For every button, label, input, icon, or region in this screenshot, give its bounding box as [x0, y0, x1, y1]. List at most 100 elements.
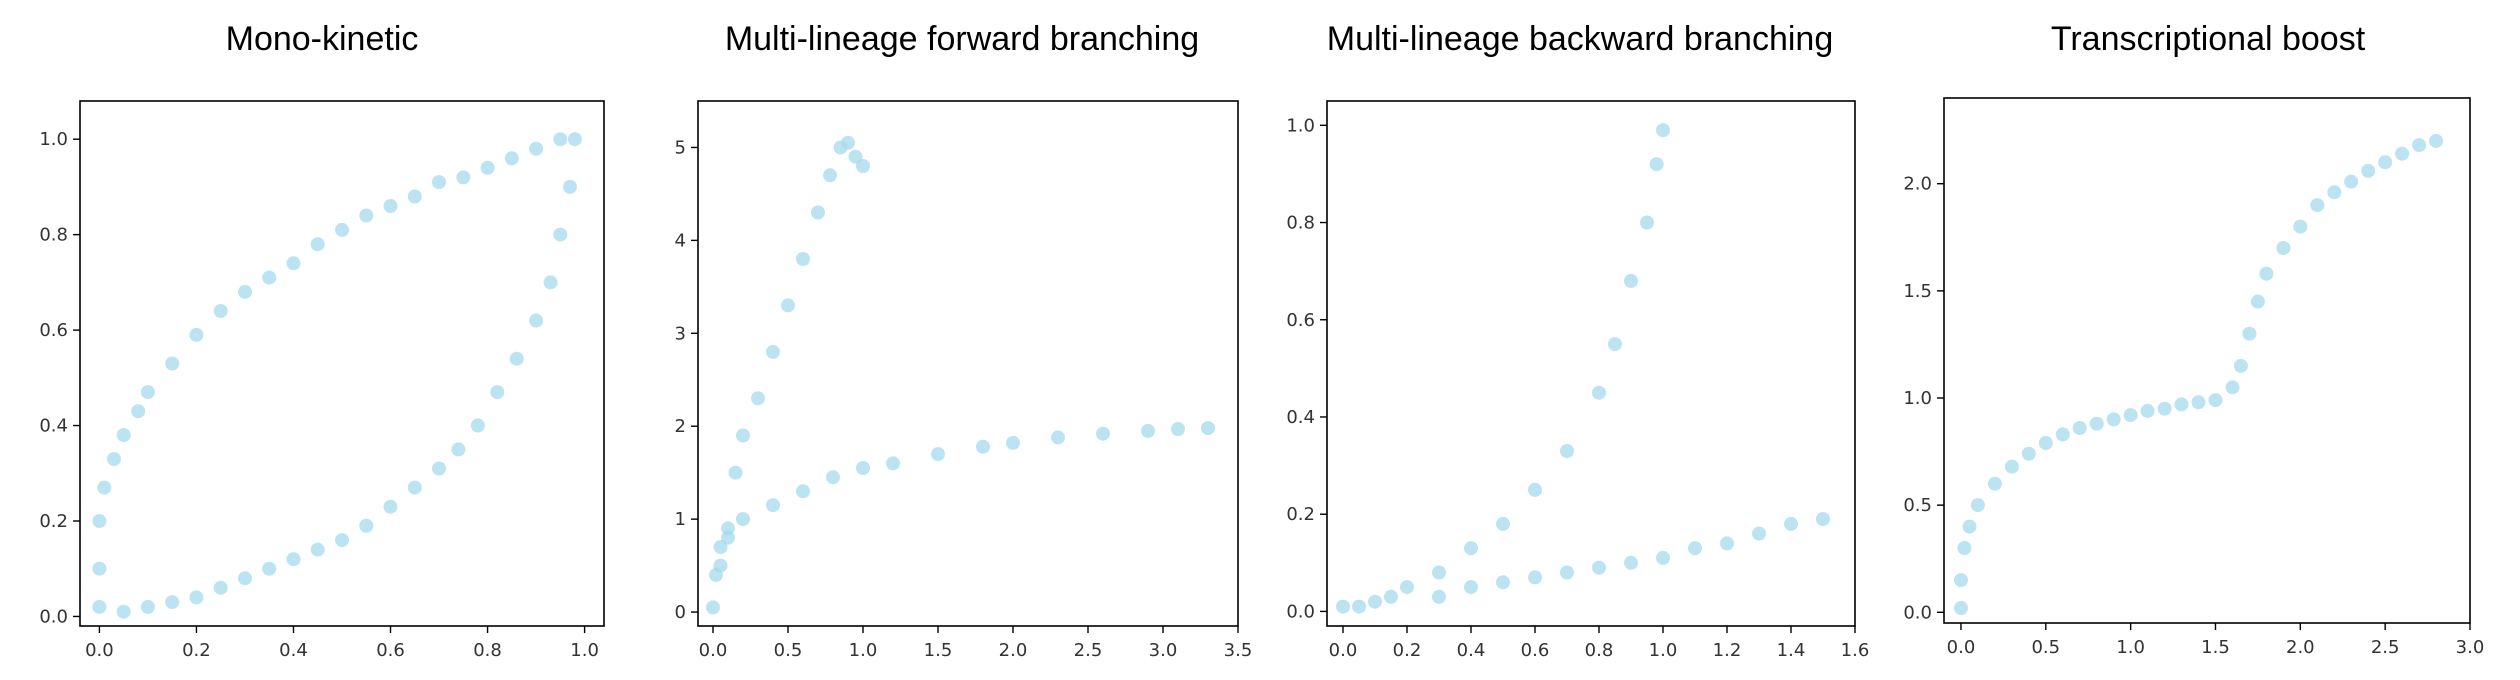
panel-1-title: Mono-kinetic [226, 20, 419, 58]
panel-3-point [1624, 273, 1638, 288]
panel-4-points [1954, 133, 2444, 615]
panel-4-y-ticks: 0.0 0.5 1.0 1.5 2.0 [1903, 174, 1944, 623]
panel-1-y-tick-label: 0.4 [39, 416, 68, 437]
panel-1-point [286, 552, 301, 567]
panel-4-point [2310, 198, 2325, 213]
panel-2-axes-frame [697, 100, 1239, 627]
panel-3-title: Multi-lineage backward branching [1327, 20, 1834, 58]
panel-3-point [1432, 565, 1446, 580]
panel-3-point [1352, 599, 1366, 614]
panel-4-point [2429, 133, 2444, 148]
panel-2-point [721, 530, 735, 545]
panel-4-x-tick-label: 0.5 [2031, 637, 2060, 658]
panel-4-point [2225, 380, 2240, 395]
panel-1-point [407, 480, 422, 495]
panel-2-y-ticks: 0 1 2 3 4 5 [675, 137, 698, 623]
panel-3-points [1336, 123, 1830, 614]
panel-2-point [713, 540, 728, 554]
panel-4-x-tick-label: 3.0 [2456, 637, 2485, 658]
panel-3-point [1496, 516, 1510, 531]
panel-1-point [140, 385, 155, 400]
panel-1-x-tick-label: 0.6 [376, 640, 405, 661]
panel-2-point [713, 558, 728, 573]
panel-1-point [92, 561, 107, 576]
panel-1-point [451, 442, 466, 457]
panel-1: Mono-kinetic 0.0 0.2 0.4 0.6 0.8 1.0 0.00.20.… [39, 20, 605, 661]
panel-1-point [529, 141, 544, 156]
panel-4-point [2208, 393, 2223, 408]
panel-4-point [2378, 155, 2393, 170]
panel-1-point [262, 561, 277, 576]
panel-4-y-tick-label: 0.0 [1903, 602, 1932, 623]
panel-1-y-tick-label: 0.6 [39, 320, 68, 341]
panel-4-x-tick-label: 2.0 [2286, 637, 2315, 658]
panel-4-point [2089, 416, 2104, 431]
panel-1-point [131, 404, 146, 419]
panel-2-point [811, 205, 825, 220]
panel-4-point [1987, 476, 2002, 491]
panel-4-point [2233, 358, 2248, 373]
panel-3-point [1752, 526, 1766, 541]
panel-3-point [1592, 560, 1606, 575]
panel-1-point [189, 590, 204, 605]
panel-3-x-tick-label: 1.0 [1649, 640, 1678, 661]
panel-1-point [213, 304, 228, 318]
panel-1-y-tick-label: 0.0 [39, 606, 68, 627]
panel-3-x-tick-label: 1.2 [1713, 640, 1742, 661]
panel-1-point [456, 170, 471, 185]
panel-1-point [359, 208, 374, 223]
panel-2-point [1096, 426, 1110, 441]
panel-2-point [736, 428, 750, 443]
panel-4-axes-frame [1943, 97, 2471, 624]
panel-1-point [107, 452, 121, 466]
panel-1-point [262, 270, 277, 285]
panel-3-y-tick-label: 0.4 [1286, 407, 1315, 428]
panel-2-point [728, 465, 743, 480]
panel-2-point [1171, 422, 1185, 436]
panel-4-point [2038, 436, 2053, 450]
panel-3-x-ticks: 0.0 0.2 0.4 0.6 0.8 1.0 1.2 1.4 1.6 [1329, 626, 1869, 661]
panel-2-point [1051, 430, 1065, 445]
panel-3: Multi-lineage backward branching 0.0 0.2 0… [1286, 20, 1869, 661]
panel-4-point [2344, 174, 2359, 189]
panel-1-point [470, 418, 485, 433]
panel-1-point [383, 499, 398, 514]
panel-1-point [97, 480, 112, 495]
panel-4-point [1962, 519, 1977, 534]
panel-4-point [2361, 163, 2376, 178]
panel-4-y-tick-label: 0.5 [1903, 495, 1932, 516]
panel-3-point [1640, 215, 1654, 230]
panel-2-y-tick-label: 1 [675, 509, 686, 530]
panel-4-x-ticks: 0.0 0.5 1.0 1.5 2.0 2.5 3.0 [1947, 623, 2485, 658]
panel-2-y-tick-label: 2 [675, 416, 686, 437]
panel-2-y-tick-label: 0 [675, 602, 686, 623]
panel-2-point [826, 470, 840, 485]
panel-2: Multi-lineage forward branching 0.0 0.5 1.… [675, 20, 1253, 661]
panel-1-point [383, 199, 398, 213]
panel-3-point [1656, 550, 1670, 565]
panel-2-point [976, 439, 990, 454]
panel-4-point [2293, 219, 2308, 234]
panel-4-point [2412, 138, 2427, 153]
panel-4-y-tick-label: 1.5 [1903, 281, 1932, 302]
panel-4-point [2106, 412, 2121, 427]
panel-1-point [310, 542, 325, 557]
panel-1-x-tick-label: 0.4 [279, 640, 308, 661]
panel-2-points [706, 135, 1215, 615]
panel-2-point [1006, 435, 1020, 450]
panel-3-point [1649, 157, 1664, 172]
panel-3-point [1496, 575, 1510, 590]
panel-2-x-tick-label: 2.5 [1074, 640, 1103, 661]
panel-1-point [165, 595, 180, 610]
panel-2-point [1141, 423, 1155, 438]
panel-3-point [1464, 580, 1478, 595]
panel-1-y-ticks: 0.0 0.2 0.4 0.6 0.8 1.0 [39, 129, 80, 627]
panel-3-point [1368, 594, 1382, 609]
panel-1-y-tick-label: 0.8 [39, 225, 68, 246]
panel-1-y-tick-label: 1.0 [39, 129, 68, 150]
panel-2-point [856, 461, 870, 475]
panel-1-point [165, 356, 180, 371]
panel-2-point [796, 484, 810, 499]
panel-1-point [335, 533, 349, 548]
